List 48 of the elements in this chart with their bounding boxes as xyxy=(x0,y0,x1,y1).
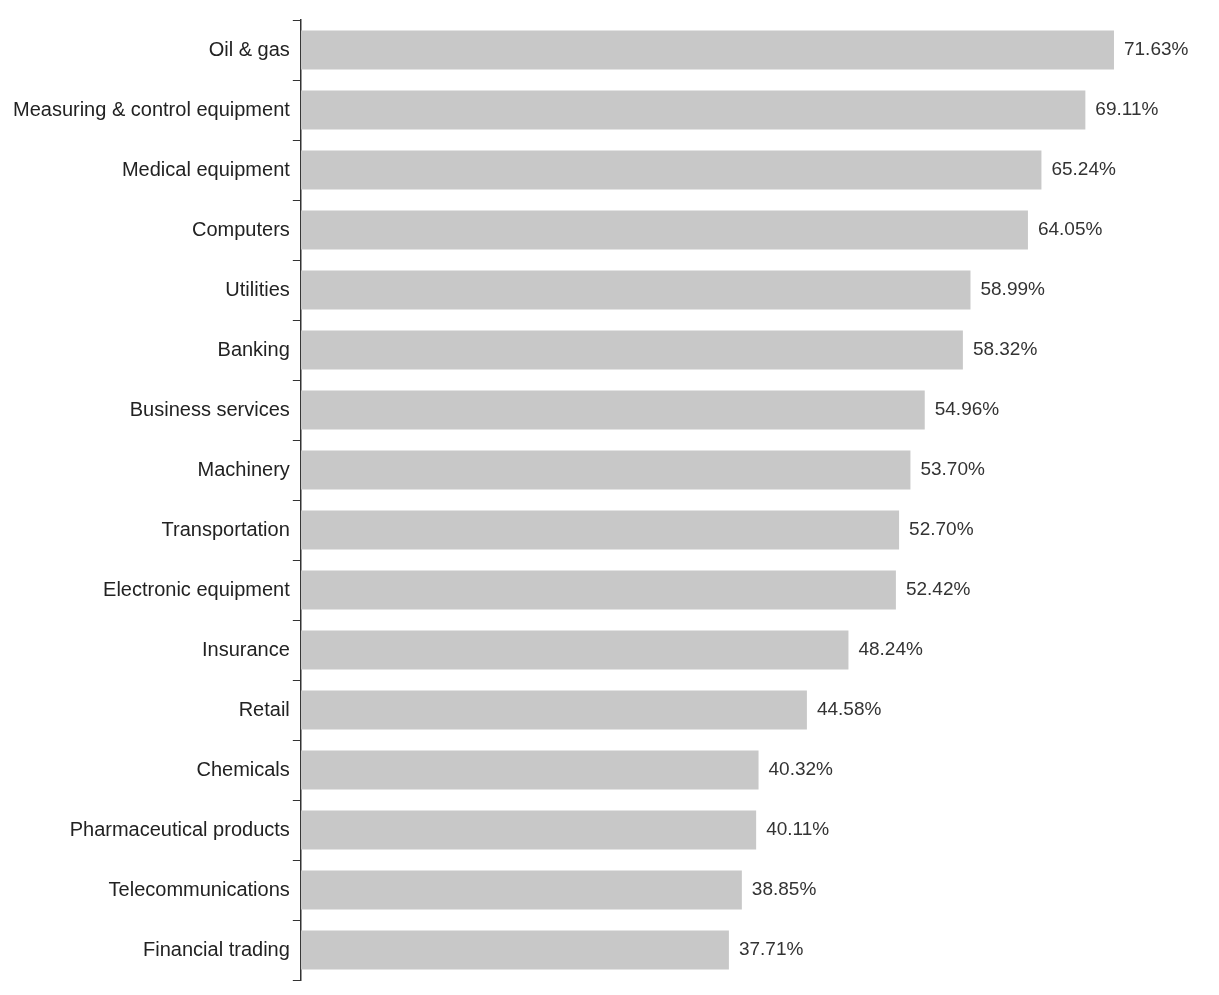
y-tick-label: Chemicals xyxy=(196,757,290,780)
data-label: 48.24% xyxy=(858,638,923,660)
data-label: 40.11% xyxy=(766,818,830,840)
data-label: 53.70% xyxy=(920,458,985,480)
y-tick-label: Financial trading xyxy=(143,937,290,960)
data-label: 64.05% xyxy=(1037,218,1103,240)
data-label: 69.11% xyxy=(1095,98,1159,120)
data-label: 37.71% xyxy=(738,938,804,960)
data-label: 52.70% xyxy=(909,518,974,540)
y-tick-label: Computers xyxy=(192,217,290,240)
bar xyxy=(300,150,1042,190)
data-label: 44.58% xyxy=(816,698,882,720)
bar xyxy=(300,630,849,670)
data-label: 38.85% xyxy=(751,878,817,900)
bar xyxy=(300,870,742,910)
y-tick-label: Retail xyxy=(238,697,290,720)
bar xyxy=(300,810,757,850)
data-label: 71.63% xyxy=(1123,38,1189,60)
y-tick-label: Utilities xyxy=(225,277,290,300)
bar xyxy=(300,30,1114,70)
y-tick-label: Insurance xyxy=(201,637,290,660)
data-label: 58.99% xyxy=(980,278,1046,300)
y-tick-label: Electronic equipment xyxy=(103,577,291,600)
data-label: 65.24% xyxy=(1051,158,1116,180)
y-tick-label: Pharmaceutical products xyxy=(69,817,290,840)
bar xyxy=(300,210,1028,250)
y-tick-label: Business services xyxy=(129,397,290,420)
bar xyxy=(300,930,729,970)
data-label: 40.32% xyxy=(768,758,834,780)
bar xyxy=(300,330,963,370)
y-tick-label: Telecommunications xyxy=(108,877,290,900)
y-tick-label: Medical equipment xyxy=(121,157,291,180)
y-tick-label: Banking xyxy=(217,337,290,360)
bar xyxy=(300,510,900,550)
y-tick-label: Machinery xyxy=(197,457,290,480)
bar xyxy=(300,270,971,310)
bar xyxy=(300,690,807,730)
data-label: 58.32% xyxy=(972,338,1038,360)
data-label: 54.96% xyxy=(934,398,1000,420)
y-tick-label: Measuring & control equipment xyxy=(12,97,291,120)
y-tick-label: Oil & gas xyxy=(208,37,290,60)
y-tick-label: Transportation xyxy=(161,517,290,540)
bar xyxy=(300,390,925,430)
bar xyxy=(300,570,896,610)
bar xyxy=(300,90,1086,130)
bar xyxy=(300,450,911,490)
bar xyxy=(300,750,759,790)
data-label: 52.42% xyxy=(905,578,971,600)
